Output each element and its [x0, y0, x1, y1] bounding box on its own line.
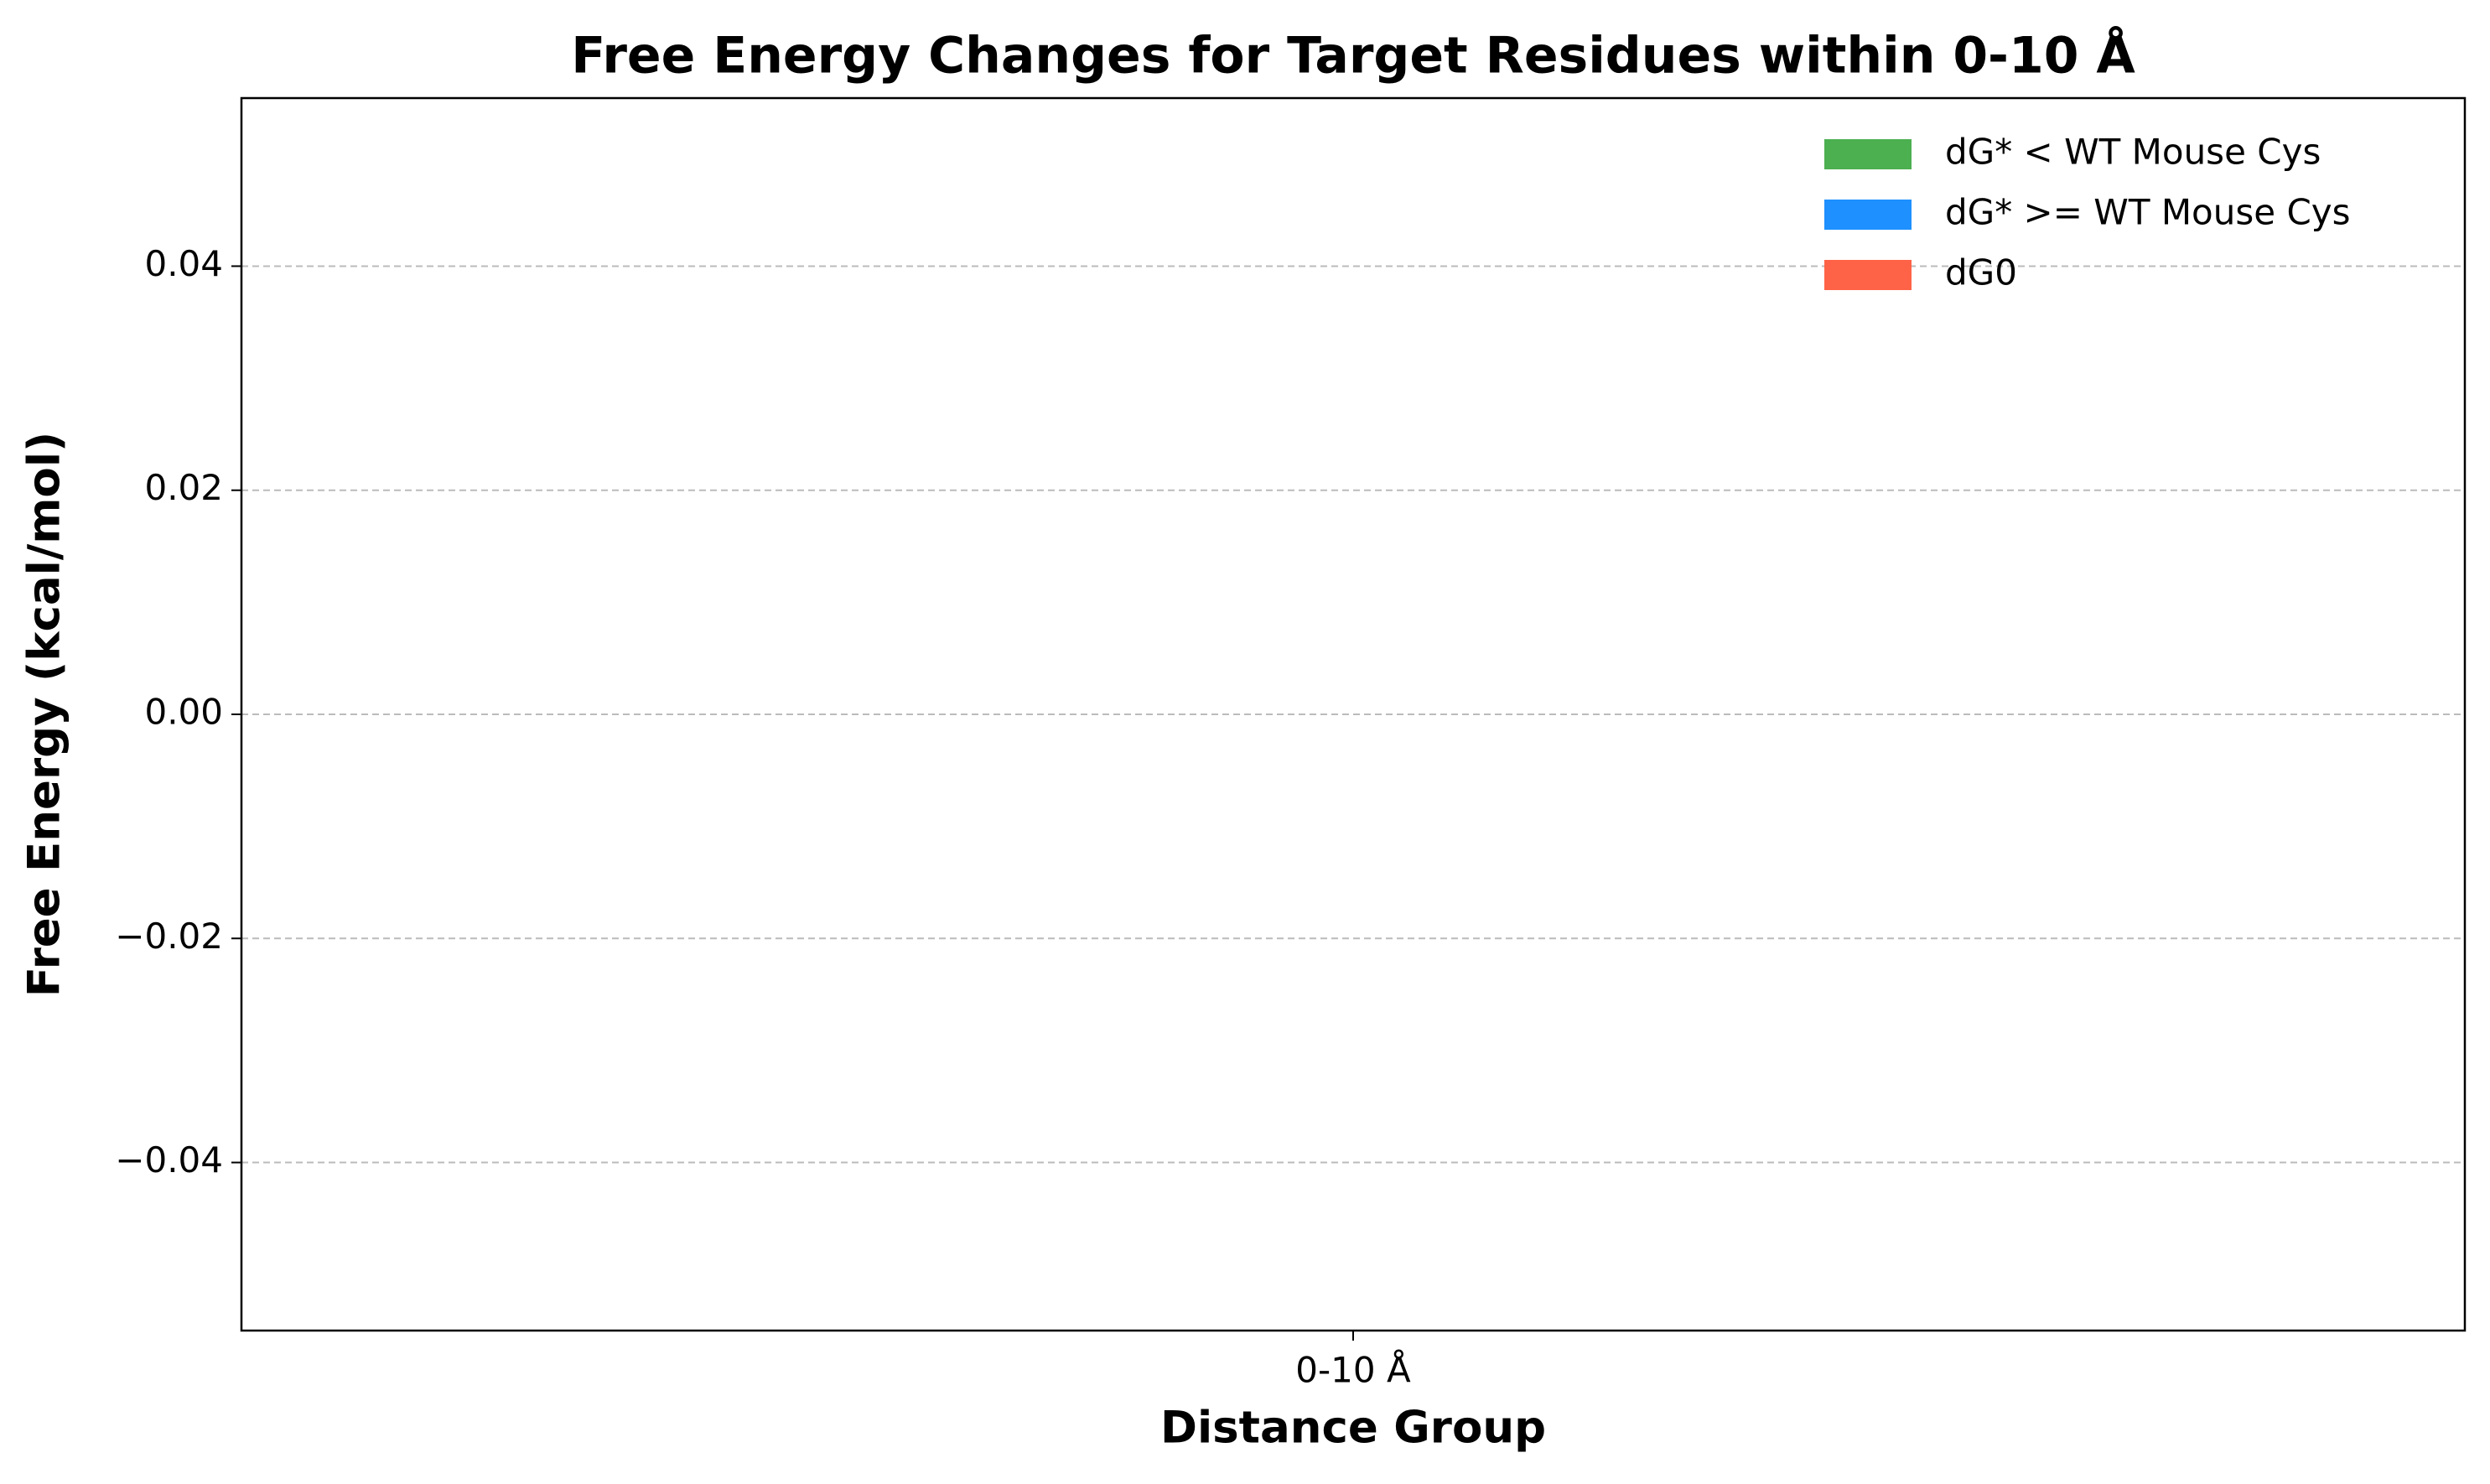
y-tick-label: 0.04	[144, 243, 223, 284]
y-axis-label: Free Energy (kcal/mol)	[19, 432, 70, 997]
legend-label: dG* < WT Mouse Cys	[1945, 132, 2321, 173]
legend-swatch	[1824, 139, 1912, 169]
y-tick-label: 0.00	[144, 692, 223, 733]
y-tick-label: 0.02	[144, 467, 223, 508]
y-tick-label: −0.02	[115, 916, 223, 957]
legend-label: dG0	[1945, 252, 2017, 293]
plot-frame	[240, 96, 2467, 1332]
legend-swatch	[1824, 260, 1912, 290]
chart-title: Free Energy Changes for Target Residues …	[571, 26, 2135, 86]
x-axis-label: Distance Group	[1160, 1403, 1546, 1454]
legend-swatch	[1824, 200, 1912, 230]
x-tick-label: 0-10 Å	[1295, 1349, 1411, 1391]
y-tick-label: −0.04	[115, 1139, 223, 1180]
legend-label: dG* >= WT Mouse Cys	[1945, 192, 2351, 233]
